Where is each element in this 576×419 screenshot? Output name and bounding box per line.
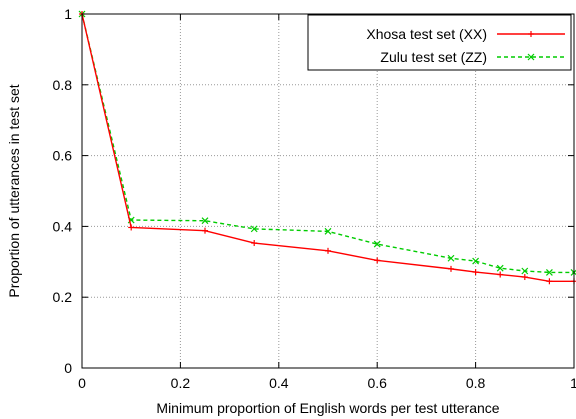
data-point bbox=[448, 265, 454, 272]
data-point bbox=[521, 267, 529, 275]
legend-marker bbox=[527, 53, 535, 61]
y-tick-label: 0.2 bbox=[53, 289, 73, 305]
legend-label: Zulu test set (ZZ) bbox=[380, 49, 487, 65]
grid-lines bbox=[82, 14, 574, 368]
data-point bbox=[546, 278, 553, 285]
data-point bbox=[128, 224, 135, 231]
x-tick-label: 0.6 bbox=[367, 375, 387, 391]
data-point bbox=[472, 257, 480, 265]
data-point bbox=[447, 254, 455, 262]
legend-label: Xhosa test set (XX) bbox=[366, 26, 487, 42]
y-tick-label: 1 bbox=[64, 6, 72, 22]
x-tick-label: 0.8 bbox=[466, 375, 486, 391]
data-point bbox=[496, 264, 504, 272]
x-tick-label: 0.4 bbox=[269, 375, 289, 391]
data-point bbox=[251, 240, 258, 247]
data-point bbox=[374, 257, 381, 264]
data-point bbox=[373, 240, 381, 248]
data-point bbox=[545, 268, 553, 276]
y-tick-label: 0 bbox=[64, 360, 72, 376]
data-point bbox=[472, 269, 479, 276]
data-point bbox=[324, 227, 332, 235]
series-line bbox=[81, 13, 574, 274]
data-point bbox=[201, 217, 209, 225]
data-point bbox=[325, 247, 331, 254]
y-axis-label: Proportion of utterances in test set bbox=[6, 84, 22, 297]
legend: Xhosa test set (XX) Zulu test set (ZZ) bbox=[307, 14, 572, 71]
series-line bbox=[81, 13, 574, 282]
x-axis-label: Minimum proportion of English words per … bbox=[156, 400, 499, 416]
x-tick-label: 0.2 bbox=[171, 375, 191, 391]
data-point bbox=[250, 225, 258, 233]
x-tick-label: 1 bbox=[570, 375, 576, 391]
y-tick-label: 0.8 bbox=[53, 77, 73, 93]
plot-frame bbox=[81, 13, 575, 369]
y-tick-label: 0.4 bbox=[53, 218, 73, 234]
data-point bbox=[521, 274, 528, 281]
data-point bbox=[497, 271, 504, 278]
legend-box bbox=[307, 14, 572, 71]
x-tick-label: 0 bbox=[78, 375, 86, 391]
data-point bbox=[202, 227, 208, 234]
legend-marker bbox=[528, 31, 534, 37]
y-tick-label: 0.6 bbox=[53, 148, 73, 164]
